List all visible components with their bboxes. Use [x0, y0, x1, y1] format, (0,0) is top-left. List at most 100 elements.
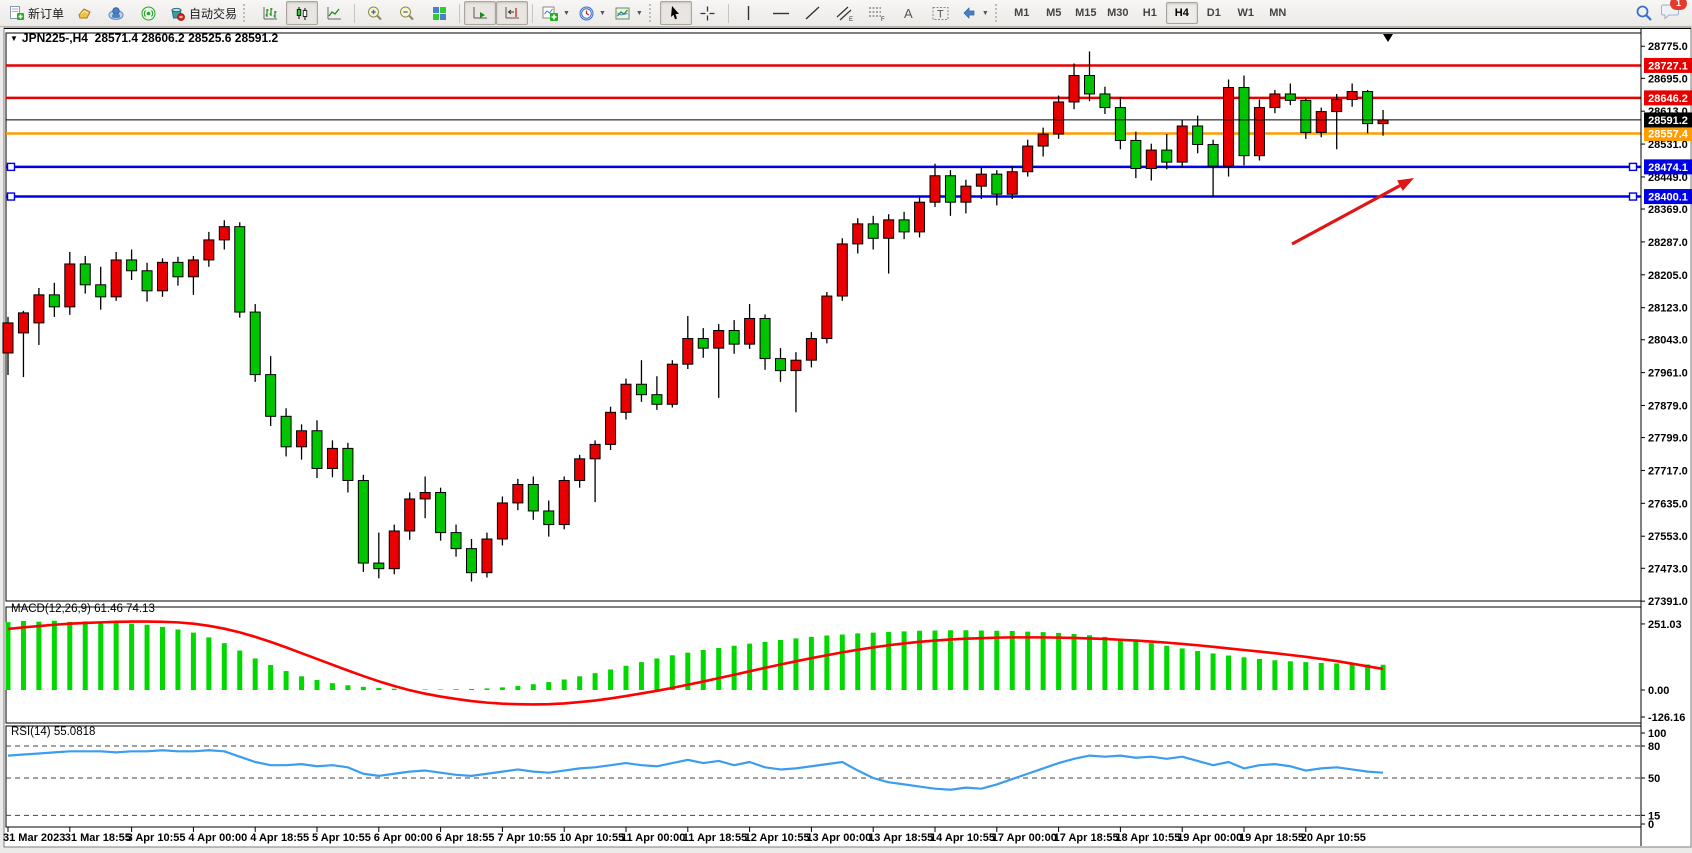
text-tool-button[interactable]: A — [893, 1, 925, 25]
bar-chart-button[interactable] — [254, 1, 286, 25]
svg-text:28205.0: 28205.0 — [1648, 270, 1688, 282]
svg-text:T: T — [937, 8, 944, 20]
trendline-tool-button[interactable] — [797, 1, 829, 25]
timeframe-w1[interactable]: W1 — [1237, 7, 1255, 19]
rsi-indicator-label: RSI(14) 55.0818 — [11, 726, 96, 738]
periods-button[interactable]: ▼ — [574, 1, 610, 25]
toolbar-separator — [354, 3, 356, 23]
search-icon[interactable] — [1635, 4, 1653, 22]
vertical-line-tool-button[interactable] — [733, 1, 765, 25]
indicators-button[interactable]: ▼ — [537, 1, 574, 25]
svg-text:27635.0: 27635.0 — [1648, 498, 1688, 510]
toolbar-separator — [459, 3, 461, 23]
timeframe-h4[interactable]: H4 — [1165, 2, 1198, 24]
price-axis[interactable]: 28775.028695.028613.028531.028449.028369… — [1640, 29, 1692, 846]
signal-button[interactable] — [132, 1, 164, 25]
candlestick-chart-icon — [296, 6, 307, 20]
timeframe-d1[interactable]: D1 — [1206, 7, 1221, 19]
svg-text:18 Apr 10:55: 18 Apr 10:55 — [1115, 832, 1180, 844]
svg-text:28695.0: 28695.0 — [1648, 73, 1688, 85]
arrows-tool-button[interactable]: ▼ — [957, 1, 993, 25]
indicators-icon — [542, 6, 559, 21]
line-chart-button[interactable] — [318, 1, 350, 25]
svg-text:-126.16: -126.16 — [1648, 712, 1685, 724]
svg-text:28287.0: 28287.0 — [1648, 237, 1688, 249]
svg-text:28591.2: 28591.2 — [1648, 115, 1688, 127]
price-badge-resistance-1: 28727.1 — [1644, 57, 1692, 73]
rsi-plot — [6, 745, 1641, 816]
fibonacci-tool-button[interactable]: F — [861, 1, 893, 25]
cursor-icon — [671, 6, 680, 20]
svg-text:27473.0: 27473.0 — [1648, 563, 1688, 575]
chart-shift-button[interactable] — [496, 1, 529, 25]
price-badge-support-1: 28474.1 — [1644, 159, 1692, 175]
market-button[interactable] — [68, 1, 100, 25]
svg-text:A: A — [904, 6, 913, 21]
svg-text:0.00: 0.00 — [1648, 685, 1669, 697]
auto-scroll-button[interactable] — [464, 1, 497, 25]
svg-text:0: 0 — [1648, 819, 1654, 831]
trendline-icon — [805, 6, 820, 20]
svg-text:17 Apr 00:00: 17 Apr 00:00 — [992, 832, 1057, 844]
autotrading-button[interactable]: 自动交易 — [164, 1, 241, 25]
hline-support-1[interactable] — [6, 162, 1641, 172]
svg-text:28369.0: 28369.0 — [1648, 204, 1688, 216]
price-badge-bid: 28591.2 — [1644, 112, 1692, 128]
crosshair-tool-button[interactable] — [692, 1, 724, 25]
templates-button[interactable]: ▼ — [610, 1, 647, 25]
toolbar-grip — [994, 4, 1002, 22]
zoom-in-button[interactable] — [359, 1, 391, 25]
svg-text:27961.0: 27961.0 — [1648, 368, 1688, 380]
timeframe-h1[interactable]: H1 — [1142, 7, 1157, 19]
new-order-label: 新订单 — [28, 6, 65, 21]
horizontal-line-tool-button[interactable] — [765, 1, 797, 25]
dropdown-arrow-icon: ▼ — [563, 9, 570, 17]
new-order-button[interactable]: 新订单 — [4, 1, 68, 25]
svg-text:F: F — [881, 17, 885, 22]
label-tool-button[interactable]: T — [925, 1, 957, 25]
candlestick-chart-button[interactable] — [286, 1, 319, 25]
hline-support-2[interactable] — [6, 192, 1641, 201]
svg-text:13 Apr 00:00: 13 Apr 00:00 — [806, 832, 871, 844]
price-badge-resistance-2: 28646.2 — [1644, 90, 1692, 106]
svg-text:15: 15 — [1648, 810, 1660, 822]
dropdown-arrow-icon: ▼ — [981, 9, 989, 17]
trend-arrow[interactable] — [1291, 178, 1414, 246]
svg-text:12 Apr 10:55: 12 Apr 10:55 — [745, 832, 810, 844]
svg-text:28400.1: 28400.1 — [1648, 192, 1688, 204]
svg-text:28531.0: 28531.0 — [1648, 139, 1688, 151]
svg-text:13 Apr 18:55: 13 Apr 18:55 — [868, 832, 933, 844]
timeframe-m1[interactable]: M1 — [1014, 7, 1030, 19]
community-button[interactable] — [100, 1, 132, 25]
chart-title-collapse-icon[interactable]: ▼ — [10, 34, 18, 43]
chart-shift-icon — [505, 6, 519, 18]
svg-text:28646.2: 28646.2 — [1648, 93, 1688, 105]
equidistant-channel-tool-button[interactable]: E — [829, 1, 861, 25]
autotrading-label: 自动交易 — [189, 6, 238, 21]
timeframe-mn[interactable]: MN — [1269, 7, 1287, 19]
arrows-tool-icon — [963, 6, 975, 19]
zoom-out-button[interactable] — [391, 1, 423, 25]
chart-shift-marker[interactable] — [1383, 34, 1393, 42]
svg-text:17 Apr 18:55: 17 Apr 18:55 — [1054, 832, 1119, 844]
cursor-tool-button[interactable] — [659, 1, 692, 25]
timeframe-m5[interactable]: M5 — [1046, 7, 1062, 19]
svg-text:28043.0: 28043.0 — [1648, 335, 1688, 347]
toolbar-separator — [532, 3, 534, 23]
toolbar-grip — [648, 4, 656, 22]
market-icon — [77, 7, 91, 18]
svg-text:28474.1: 28474.1 — [1648, 162, 1688, 174]
clock-icon — [579, 6, 594, 20]
horizontal-line-icon — [772, 12, 789, 14]
tile-windows-button[interactable] — [423, 1, 455, 25]
community-chat-button[interactable]: 1 — [1661, 0, 1687, 25]
zoom-in-icon — [368, 6, 382, 20]
main-toolbar: 新订单 自动交易 — [0, 0, 1692, 27]
crosshair-icon — [700, 6, 715, 20]
svg-text:11 Apr 00:00: 11 Apr 00:00 — [621, 832, 685, 844]
chart-ohlc-values: 28571.4 28606.2 28525.6 28591.2 — [94, 31, 279, 45]
time-axis[interactable]: 31 Mar 2023 31 Mar 18:553 Apr 10:55 4 Apr … — [3, 827, 1366, 844]
timeframe-m30[interactable]: M30 — [1107, 7, 1129, 19]
timeframe-m15[interactable]: M15 — [1075, 7, 1097, 19]
